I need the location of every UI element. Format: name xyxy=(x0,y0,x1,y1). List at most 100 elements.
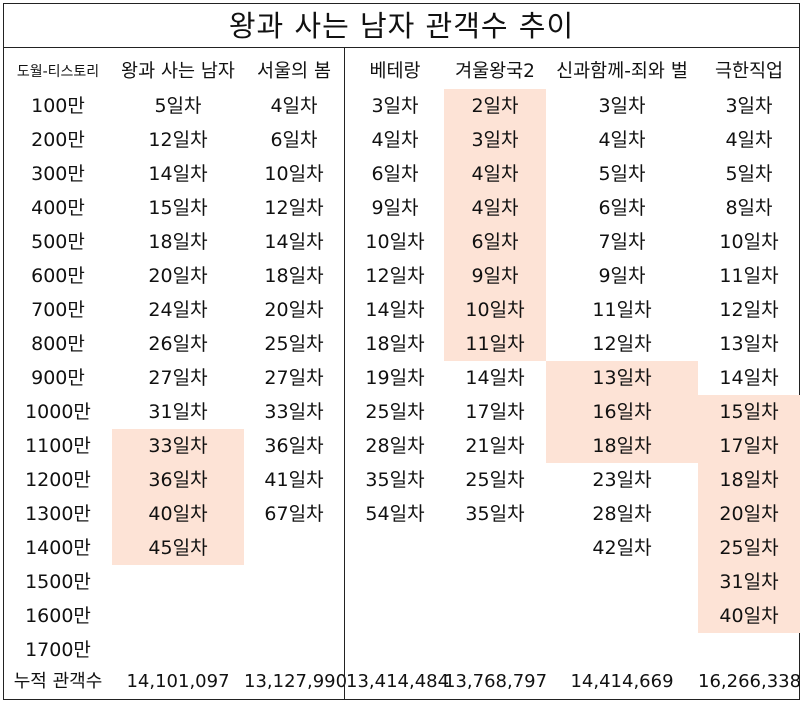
day-cell: 14일차 xyxy=(148,163,208,185)
day-cell: 6일차 xyxy=(444,225,546,259)
day-cell: 54일차 xyxy=(365,503,425,525)
day-cell: 9일차 xyxy=(444,259,546,293)
day-cell xyxy=(112,599,244,633)
day-cell xyxy=(546,599,698,633)
table-row: 1200만 36일차 41일차 35일차 25일차 23일차 18일차 xyxy=(4,463,800,497)
day-cell: 26일차 xyxy=(148,333,208,355)
day-cell: 5일차 xyxy=(598,163,646,185)
day-cell: 6일차 xyxy=(371,163,419,185)
day-cell: 2일차 xyxy=(444,89,546,123)
day-cell: 28일차 xyxy=(365,435,425,457)
header-row: 도월-티스토리 왕과 사는 남자 서울의 봄 베테랑 겨울왕국2 신과함께-죄와 벌 극한직… xyxy=(4,55,799,89)
day-cell: 12일차 xyxy=(264,197,324,219)
day-cell xyxy=(244,565,344,599)
row-label-audience: 800만 xyxy=(31,333,85,355)
day-cell: 4일차 xyxy=(444,191,546,225)
day-cell: 20일차 xyxy=(698,497,800,531)
day-cell: 25일차 xyxy=(465,469,525,491)
table-row: 1500만 31일차 xyxy=(4,565,800,599)
day-cell: 27일차 xyxy=(264,367,324,389)
total-audience-value: 16,266,338 xyxy=(698,671,802,692)
day-cell xyxy=(444,565,546,599)
day-cell: 15일차 xyxy=(148,197,208,219)
day-cell: 25일차 xyxy=(264,333,324,355)
day-cell: 5일차 xyxy=(725,163,773,185)
day-cell: 3일차 xyxy=(371,95,419,117)
row-label-audience: 300만 xyxy=(31,163,85,185)
table-row: 900만 27일차 27일차 19일차 14일차 13일차 14일차 xyxy=(4,361,799,395)
total-audience-value: 13,127,990 xyxy=(244,671,348,692)
row-label-audience: 1200만 xyxy=(25,469,91,491)
day-cell: 4일차 xyxy=(444,157,546,191)
day-cell: 25일차 xyxy=(698,531,800,565)
table-row: 1000만 31일차 33일차 25일차 17일차 16일차 15일차 xyxy=(4,395,800,429)
row-label-audience: 1000만 xyxy=(25,401,91,423)
total-audience-value: 13,414,484 xyxy=(346,671,450,692)
day-cell: 3일차 xyxy=(725,95,773,117)
day-cell: 23일차 xyxy=(592,469,652,491)
total-audience-value: 13,768,797 xyxy=(444,671,548,692)
day-cell: 36일차 xyxy=(264,435,324,457)
day-cell: 12일차 xyxy=(365,265,425,287)
day-cell: 9일차 xyxy=(371,197,419,219)
day-cell xyxy=(244,599,344,633)
day-cell: 6일차 xyxy=(270,129,318,151)
day-cell: 11일차 xyxy=(719,265,779,287)
total-row: 누적 관객수 14,101,097 13,127,990 13,414,484 13,7… xyxy=(4,665,802,699)
day-cell: 27일차 xyxy=(148,367,208,389)
row-label-audience: 700만 xyxy=(31,299,85,321)
day-cell xyxy=(444,633,546,667)
day-cell xyxy=(244,633,344,667)
day-cell: 31일차 xyxy=(698,565,800,599)
day-cell xyxy=(444,531,546,565)
day-cell: 15일차 xyxy=(698,395,800,429)
day-cell: 11일차 xyxy=(444,327,546,361)
day-cell: 35일차 xyxy=(465,503,525,525)
day-cell xyxy=(112,633,244,667)
day-cell: 20일차 xyxy=(264,299,324,321)
day-cell xyxy=(346,565,444,599)
table-row: 600만 20일차 18일차 12일차 9일차 9일차 11일차 xyxy=(4,259,799,293)
row-label-audience: 1300만 xyxy=(25,503,91,525)
table-row: 800만 26일차 25일차 18일차 11일차 12일차 13일차 xyxy=(4,327,799,361)
day-cell: 14일차 xyxy=(465,367,525,389)
row-label-audience: 1400만 xyxy=(25,537,91,559)
day-cell: 45일차 xyxy=(112,531,244,565)
table-frame: 왕과 사는 남자 관객수 추이 도월-티스토리 왕과 사는 남자 서울의 봄 베테랑 겨… xyxy=(3,3,802,700)
day-cell: 6일차 xyxy=(598,197,646,219)
day-cell: 13일차 xyxy=(719,333,779,355)
day-cell: 24일차 xyxy=(148,299,208,321)
table-row: 1600만 40일차 xyxy=(4,599,800,633)
row-label-audience: 1100만 xyxy=(25,435,91,457)
row-label-audience: 400만 xyxy=(31,197,85,219)
day-cell: 36일차 xyxy=(112,463,244,497)
table-row: 700만 24일차 20일차 14일차 10일차 11일차 12일차 xyxy=(4,293,799,327)
day-cell: 18일차 xyxy=(365,333,425,355)
day-cell: 35일차 xyxy=(365,469,425,491)
day-cell: 25일차 xyxy=(365,401,425,423)
day-cell xyxy=(244,531,344,565)
column-header-film: 겨울왕국2 xyxy=(455,61,535,82)
day-cell: 18일차 xyxy=(264,265,324,287)
day-cell: 10일차 xyxy=(365,231,425,253)
day-cell xyxy=(546,633,698,667)
day-cell xyxy=(546,565,698,599)
table-row: 200만 12일차 6일차 4일차 3일차 4일차 4일차 xyxy=(4,123,799,157)
day-cell: 12일차 xyxy=(148,129,208,151)
day-cell: 4일차 xyxy=(598,129,646,151)
table-row: 1400만 45일차 42일차 25일차 xyxy=(4,531,800,565)
day-cell: 13일차 xyxy=(546,361,698,395)
day-cell: 33일차 xyxy=(112,429,244,463)
table-row: 400만 15일차 12일차 9일차 4일차 6일차 8일차 xyxy=(4,191,799,225)
day-cell: 18일차 xyxy=(698,463,800,497)
row-label-audience: 1600만 xyxy=(25,605,91,627)
day-cell: 5일차 xyxy=(154,95,202,117)
day-cell: 9일차 xyxy=(598,265,646,287)
row-label-audience: 200만 xyxy=(31,129,85,151)
day-cell: 18일차 xyxy=(546,429,698,463)
total-audience-value: 14,414,669 xyxy=(570,671,674,692)
day-cell: 28일차 xyxy=(592,503,652,525)
day-cell: 8일차 xyxy=(725,197,773,219)
table-row: 1300만 40일차 67일차 54일차 35일차 28일차 20일차 xyxy=(4,497,800,531)
day-cell: 14일차 xyxy=(719,367,779,389)
